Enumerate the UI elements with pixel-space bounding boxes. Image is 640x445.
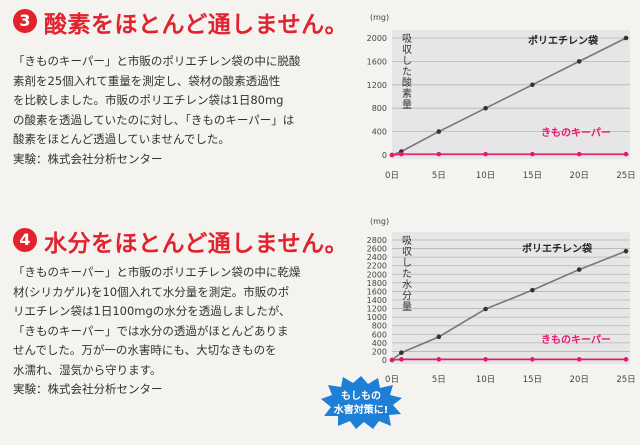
x-tick-label: 25日	[616, 171, 635, 181]
data-point	[399, 151, 404, 157]
x-tick-label: 5日	[432, 171, 446, 181]
section-body: 「きものキーパー」と市販のポリエチレン袋の中に乾燥 材(シリカゲル)を10個入れ…	[13, 263, 313, 400]
y-tick-label: 2600	[367, 245, 387, 254]
y-tick-label: 1200	[367, 305, 387, 314]
y-tick-label: 2200	[367, 262, 387, 271]
credit-line: 実験：株式会社分析センター	[13, 151, 163, 166]
y-tick-label: 2000	[367, 270, 387, 279]
series-line	[391, 358, 626, 361]
data-point	[530, 287, 535, 293]
y-tick-label: 1600	[367, 287, 387, 296]
data-point	[576, 267, 582, 272]
x-tick-label: 10日	[476, 375, 495, 385]
y-tick-label: 800	[372, 104, 387, 113]
body-line: 「きものキーパー」と市販のポリエチレン袋の中に乾燥	[13, 265, 301, 279]
y-tick-label: 2400	[367, 253, 387, 262]
data-point	[399, 350, 404, 356]
unit-label: (mg)	[370, 217, 389, 226]
section-title: 酸素をほとんど通しません。	[44, 12, 349, 38]
body-line: リエチレン袋は1日100mgの水分を透過しましたが、	[13, 304, 291, 318]
y-tick-label: 800	[372, 322, 387, 331]
y-tick-label: 400	[372, 339, 387, 348]
badge-line-1: もしもの	[341, 390, 381, 402]
body-line: の酸素を透過していたのに対し、「きものキーパー」は	[13, 112, 295, 127]
section-oxygen: 3 酸素をほとんど通しません。 「きものキーパー」と市販のポリエチレン袋の中に脱…	[0, 0, 640, 205]
y-tick-label: 600	[372, 330, 387, 339]
x-tick-label: 0日	[385, 375, 399, 385]
x-tick-label: 10日	[476, 171, 495, 181]
plot-area	[392, 30, 630, 159]
data-point	[483, 151, 488, 157]
body-line: 酸素をほとんど透過していませんでした。	[13, 132, 230, 146]
y-tick-label: 1200	[367, 81, 387, 90]
data-point	[436, 151, 442, 157]
body-line: 「きものキーパー」では水分の透過がほとんどありま	[13, 323, 289, 338]
section-title: 水分をほとんど通しません。	[44, 231, 349, 257]
data-point	[483, 306, 488, 312]
body-line: 水濡れ、湿気から守ります。	[13, 362, 162, 377]
y-tick-label: 0	[382, 151, 387, 160]
flood-badge: もしもの 水害対策に!	[318, 374, 404, 430]
y-axis-label: 吸収した水分量	[402, 236, 412, 313]
data-point	[389, 152, 395, 158]
body-line: 「きものキーパー」と市販のポリエチレン袋の中に脱酸	[13, 54, 301, 68]
series-line	[391, 153, 626, 156]
y-tick-label: 2800	[367, 236, 387, 245]
y-tick-label: 200	[372, 347, 387, 356]
series-label: ポリエチレン袋	[522, 242, 593, 255]
data-point	[623, 35, 629, 41]
body-line: せんでした。万が一の水害時にも、大切なきものを	[13, 343, 277, 357]
badge-line-2: 水害対策に!	[333, 403, 389, 416]
moisture-chart: 0 200 400 600 800 1000 1200 1400 1600 1800 2000 220…	[340, 210, 636, 390]
badge-burst-shape	[321, 376, 402, 429]
y-axis-label: 吸収した酸素量	[402, 34, 412, 111]
x-tick-label: 20日	[570, 171, 589, 181]
data-point	[623, 151, 629, 157]
series-label: きものキーパー	[541, 334, 611, 346]
section-body: 「きものキーパー」と市販のポリエチレン袋の中に脱酸 素剤を25個入れて重量を測定…	[13, 52, 313, 169]
section-number: 4	[13, 228, 37, 252]
x-tick-label: 15日	[523, 375, 542, 385]
body-line: を比較しました。市販のポリエチレン袋は1日80mg	[13, 93, 284, 107]
y-tick-label: 1400	[367, 296, 387, 305]
credit-line: 実験：株式会社分析センター	[13, 382, 163, 396]
body-line: 素剤を25個入れて重量を測定し、袋材の酸素透過性	[13, 73, 281, 88]
data-point	[623, 357, 629, 362]
y-tick-label: 400	[372, 128, 387, 137]
y-tick-label: 2000	[367, 34, 387, 43]
data-point	[483, 357, 488, 362]
data-point	[399, 357, 404, 362]
data-point	[530, 151, 535, 157]
x-tick-label: 25日	[616, 375, 635, 385]
data-point	[436, 357, 442, 362]
y-tick-label: 1600	[367, 57, 387, 66]
y-tick-label: 0	[382, 356, 387, 365]
body-line: 材(シリカゲル)を10個入れて水分量を測定。市販のポ	[13, 284, 290, 299]
data-point	[436, 129, 442, 134]
unit-label: (mg)	[370, 13, 389, 22]
series-label: ポリエチレン袋	[528, 34, 599, 47]
y-tick-label: 1800	[367, 279, 387, 288]
data-point	[530, 357, 535, 362]
data-point	[436, 334, 442, 340]
data-point	[483, 105, 488, 111]
section-moisture: 4 水分をほとんど通しません。 「きものキーパー」と市販のポリエチレン袋の中に乾…	[0, 205, 640, 445]
data-point	[623, 248, 629, 254]
x-tick-label: 15日	[523, 171, 542, 181]
data-point	[389, 357, 395, 363]
y-tick-label: 1000	[367, 313, 387, 322]
data-point	[576, 151, 582, 157]
data-point	[530, 82, 535, 88]
x-tick-label: 5日	[432, 375, 446, 385]
oxygen-chart: 0 400 800 1200 1600 2000 0日 5日 10日 15日 20日 25日 (mg) 吸…	[340, 8, 636, 193]
data-point	[576, 59, 582, 64]
x-tick-label: 0日	[385, 171, 399, 181]
series-label: きものキーパー	[541, 127, 611, 139]
x-tick-label: 20日	[570, 375, 589, 385]
data-point	[576, 357, 582, 362]
section-number: 3	[13, 9, 37, 33]
